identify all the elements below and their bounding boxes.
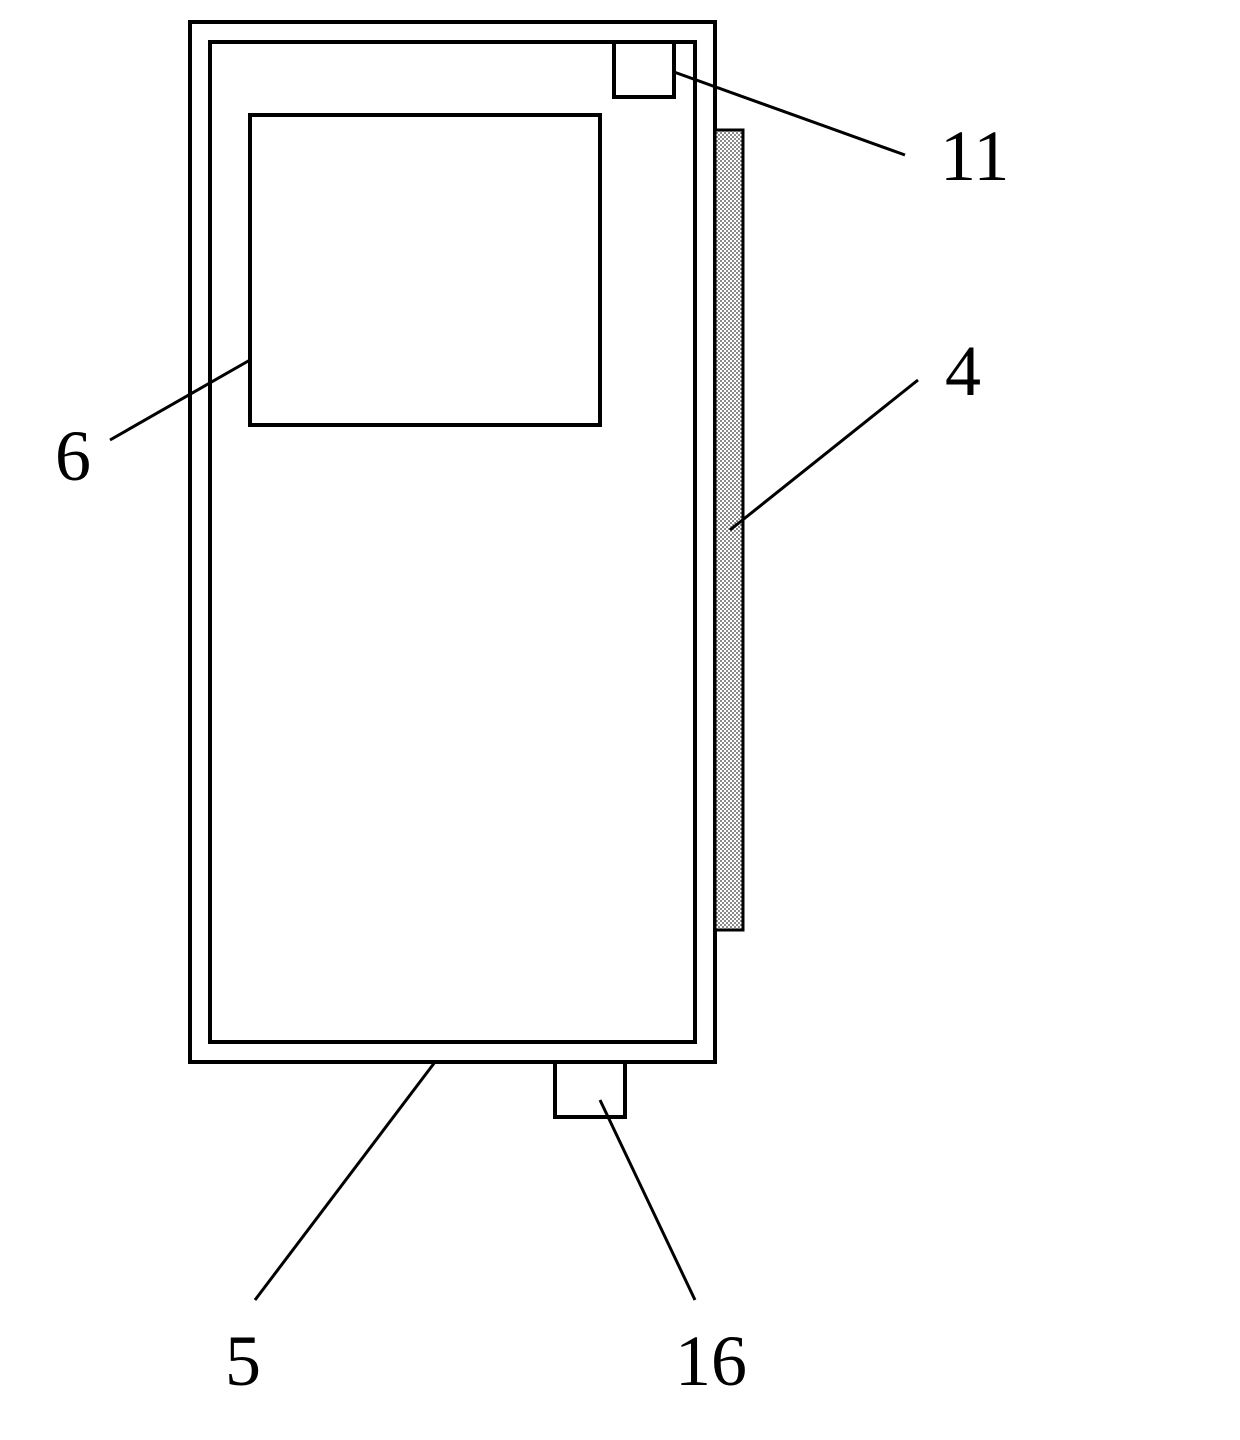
outer-body-rect [190, 22, 715, 1062]
window-rect [250, 115, 600, 425]
label-11: 11 [940, 115, 1009, 198]
side-bar [715, 130, 743, 930]
leader-line-5 [255, 1062, 435, 1300]
leader-line-4 [730, 380, 918, 530]
bottom-tab [555, 1062, 625, 1117]
inner-body-rect [210, 42, 695, 1042]
label-4: 4 [945, 330, 981, 413]
diagram-svg [0, 0, 1240, 1435]
leader-line-16 [600, 1100, 695, 1300]
leader-line-6 [110, 360, 250, 440]
diagram-container: 11 4 6 5 16 [0, 0, 1240, 1435]
top-tab [614, 42, 674, 97]
label-16: 16 [675, 1320, 747, 1403]
label-5: 5 [225, 1320, 261, 1403]
leader-line-11 [674, 72, 905, 155]
label-6: 6 [55, 415, 91, 498]
